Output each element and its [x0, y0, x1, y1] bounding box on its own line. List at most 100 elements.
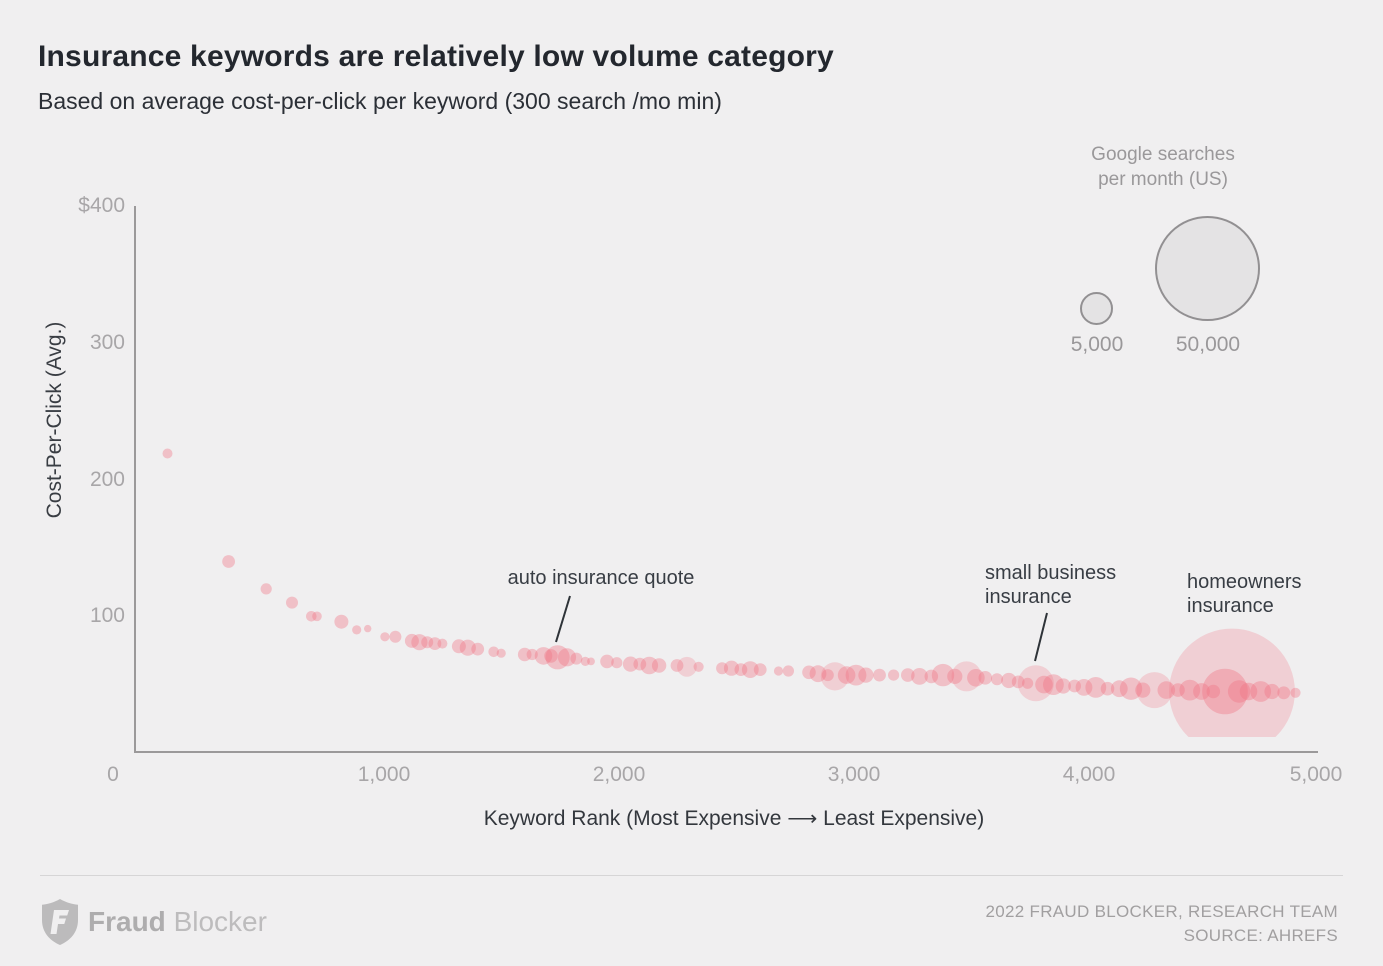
legend-label-small: 5,000 — [1070, 333, 1124, 356]
data-point — [352, 625, 362, 635]
data-point — [670, 659, 684, 672]
data-point — [967, 669, 985, 687]
data-point — [451, 639, 466, 654]
data-point — [845, 664, 867, 686]
data-point — [1227, 680, 1251, 703]
data-point — [587, 657, 595, 666]
data-point — [723, 660, 740, 676]
x-tick-5000: 5,000 — [1289, 763, 1343, 786]
legend-bubble-large — [1155, 216, 1260, 321]
data-point — [622, 656, 639, 672]
data-point — [1179, 679, 1201, 701]
data-point — [716, 662, 729, 675]
page-title: Insurance keywords are relatively low vo… — [38, 40, 834, 73]
data-point — [1157, 681, 1176, 699]
data-point — [773, 666, 784, 676]
data-point — [1264, 683, 1280, 700]
y-tick-300: 300 — [89, 331, 125, 354]
credit-research-team: 2022 FRAUD BLOCKER, RESEARCH TEAM — [985, 902, 1338, 921]
data-point — [526, 648, 538, 661]
data-point — [1068, 679, 1081, 693]
legend-title-line1: Google searches — [1091, 144, 1235, 165]
legend-label-large: 50,000 — [1175, 333, 1241, 356]
x-tick-4000: 4,000 — [1062, 763, 1116, 786]
legend-title: Google searches per month (US) — [1063, 142, 1263, 192]
data-point — [544, 649, 558, 663]
x-axis-title: Keyword Rank (Most Expensive ⟶ Least Exp… — [483, 807, 985, 830]
data-point — [306, 611, 317, 622]
data-point — [312, 611, 322, 622]
x-tick-1000: 1,000 — [357, 763, 411, 786]
data-point — [1055, 678, 1071, 694]
data-point — [991, 673, 1003, 686]
data-point — [557, 648, 577, 667]
data-point — [162, 448, 173, 459]
x-tick-0: 0 — [107, 763, 119, 786]
data-point — [1277, 686, 1291, 700]
data-point — [947, 668, 963, 685]
scatter-points-layer — [162, 448, 1301, 737]
y-tick-200: 200 — [89, 468, 125, 491]
data-point — [677, 656, 697, 677]
data-point — [1011, 675, 1025, 689]
data-point — [693, 661, 704, 672]
data-point — [802, 665, 816, 680]
data-point — [734, 663, 748, 676]
data-point — [1075, 679, 1093, 696]
data-point — [951, 661, 982, 692]
x-tick-2000: 2,000 — [592, 763, 646, 786]
legend-title-line2: per month (US) — [1098, 169, 1228, 190]
data-point — [1202, 668, 1248, 715]
data-point — [782, 665, 795, 677]
data-point — [931, 663, 955, 687]
y-tick-100: 100 — [89, 604, 125, 627]
data-point — [389, 630, 402, 643]
brand-word-fraud: Fraud — [88, 906, 166, 937]
data-point — [1239, 682, 1258, 701]
data-point — [380, 632, 390, 642]
data-point — [488, 646, 500, 658]
data-point — [404, 633, 419, 648]
data-point — [1110, 680, 1128, 698]
footer-divider — [40, 875, 1343, 876]
brand-wordmark: Fraud Blocker — [88, 906, 267, 938]
data-point — [821, 669, 834, 682]
data-point — [901, 668, 915, 682]
data-point — [753, 663, 767, 676]
data-point — [1250, 681, 1272, 702]
data-point — [651, 658, 667, 673]
data-point — [1206, 684, 1221, 699]
data-point — [459, 639, 476, 656]
data-point — [1169, 628, 1295, 737]
data-point — [471, 642, 485, 656]
data-point — [820, 662, 850, 691]
data-point — [570, 652, 583, 665]
footer-credits: 2022 FRAUD BLOCKER, RESEARCH TEAM SOURCE… — [985, 900, 1338, 948]
annotation-line-auto-insurance-quote — [555, 595, 571, 643]
data-point — [911, 668, 928, 685]
data-point — [334, 614, 349, 629]
data-point — [1017, 665, 1054, 702]
annotation-auto-insurance-quote: auto insurance quote — [507, 567, 695, 589]
data-point — [1135, 682, 1151, 698]
data-point — [809, 665, 827, 683]
data-point — [1001, 672, 1017, 689]
annotation-pointer-lines — [555, 595, 1048, 662]
y-axis-title: Cost-Per-Click (Avg.) — [43, 321, 66, 519]
data-point — [1035, 675, 1053, 694]
data-point — [545, 645, 570, 670]
data-point — [1085, 677, 1107, 698]
page-subtitle: Based on average cost-per-click per keyw… — [38, 88, 722, 114]
data-point — [1290, 687, 1301, 698]
data-point — [1171, 683, 1185, 697]
data-point — [741, 661, 759, 678]
data-point — [428, 637, 442, 650]
data-point — [837, 666, 856, 684]
y-tick-400: $400 — [78, 194, 125, 217]
data-point — [1022, 677, 1034, 689]
data-point — [421, 636, 434, 649]
data-point — [858, 667, 874, 683]
annotation-homeowners-insurance: homeowners insurance — [1187, 571, 1302, 617]
data-point — [611, 657, 623, 669]
